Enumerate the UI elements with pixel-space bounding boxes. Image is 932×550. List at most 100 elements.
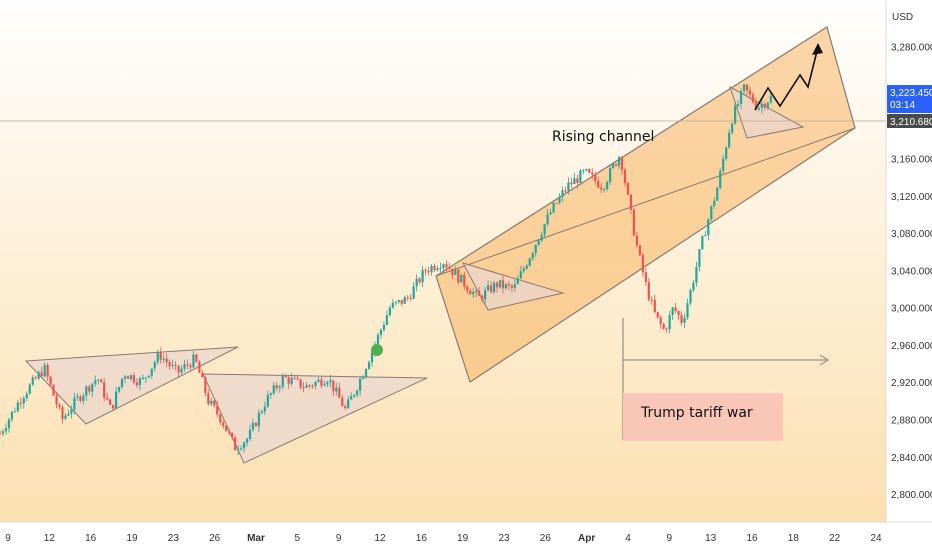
- candle-body: [650, 299, 653, 301]
- candle-body: [361, 376, 365, 379]
- candle-body: [540, 235, 543, 241]
- x-tick-label: 5: [295, 533, 301, 544]
- candle-body: [495, 282, 499, 288]
- candle-body: [79, 396, 82, 401]
- candle-body: [379, 329, 383, 335]
- candle-body: [314, 381, 317, 387]
- candle-body: [579, 170, 582, 183]
- x-tick-label: 18: [788, 533, 800, 544]
- candle-body: [302, 387, 305, 389]
- candle-body: [242, 442, 246, 449]
- candle-body: [251, 422, 255, 430]
- candle-body: [739, 90, 743, 104]
- candle-body: [189, 365, 192, 368]
- candle-body: [382, 324, 386, 330]
- candle-body: [576, 178, 579, 183]
- candle-body: [653, 299, 656, 313]
- x-tick-label: 13: [705, 533, 717, 544]
- y-axis[interactable]: USD 3,280.0003,200.0003,160.0003,120.000…: [885, 0, 932, 550]
- candle-body: [171, 364, 174, 366]
- countdown-label: 03:14: [890, 100, 915, 111]
- candle-body: [141, 378, 144, 380]
- candle-body: [692, 282, 695, 290]
- candle-body: [234, 437, 237, 451]
- candle-body: [769, 96, 772, 103]
- candle-body: [436, 268, 439, 271]
- candle-body: [701, 236, 704, 250]
- candle-body: [713, 200, 716, 206]
- candle-body: [427, 271, 430, 273]
- y-tick-label: 3,280.000: [891, 43, 932, 54]
- candle-body: [439, 267, 442, 269]
- triangle-pattern-2: [202, 373, 428, 464]
- candle-body: [623, 169, 627, 184]
- candle-body: [100, 379, 103, 383]
- candle-body: [507, 283, 511, 286]
- x-tick-label: 26: [209, 533, 221, 544]
- candle-body: [659, 317, 662, 325]
- y-tick-label: 2,880.000: [891, 415, 932, 426]
- projection-arrowhead: [812, 43, 823, 55]
- candle-body: [582, 170, 585, 172]
- candle-body: [341, 397, 344, 407]
- candle-body: [356, 390, 359, 395]
- candle-body: [299, 379, 302, 388]
- candle-body: [573, 178, 576, 185]
- candle-body: [516, 278, 519, 285]
- candle-body: [308, 385, 311, 387]
- candle-body: [326, 382, 329, 385]
- candle-body: [174, 364, 177, 366]
- x-tick-label: 16: [746, 533, 758, 544]
- candle-body: [204, 377, 207, 394]
- candle-body: [725, 147, 728, 159]
- candle-body: [210, 400, 213, 404]
- candle-body: [216, 405, 219, 415]
- candle-body: [364, 369, 368, 377]
- candle-body: [55, 395, 58, 405]
- candle-body: [323, 384, 326, 386]
- candle-body: [195, 354, 198, 362]
- candle-body: [40, 372, 43, 377]
- candle-body: [19, 402, 22, 404]
- candle-body: [153, 362, 156, 369]
- channel-midline: [435, 127, 856, 277]
- candle-body: [451, 268, 454, 275]
- candle-body: [564, 190, 567, 192]
- x-tick-label: 22: [829, 533, 841, 544]
- candle-body: [198, 361, 201, 373]
- candle-body: [88, 386, 91, 392]
- y-tick-label: 2,960.000: [891, 341, 932, 352]
- candle-body: [126, 376, 130, 379]
- candle-body: [445, 264, 448, 268]
- x-tick-label: 12: [374, 533, 386, 544]
- tariff-war-box: [623, 393, 783, 441]
- tariff-arrowhead: [819, 354, 829, 366]
- candle-body: [537, 240, 540, 245]
- x-axis[interactable]: 9 12 16 19 23 26 Mar 5 9 12 16 19 23 26 Apr 4 9 13 16 18 22 2…: [0, 521, 932, 550]
- candle-body: [543, 224, 546, 236]
- candle-body: [94, 380, 97, 384]
- x-tick-label: 9: [5, 533, 11, 544]
- candle-body: [614, 163, 618, 166]
- x-tick-label: 26: [540, 533, 552, 544]
- candle-body: [52, 384, 55, 396]
- candle-body: [403, 297, 406, 304]
- y-tick-label: 2,800.000: [891, 490, 932, 501]
- candle-body: [397, 300, 400, 302]
- candle-body: [609, 167, 612, 183]
- candle-body: [597, 181, 600, 188]
- triangle-pattern-3: [461, 262, 565, 311]
- candle-body: [525, 265, 528, 269]
- candle-body: [305, 385, 308, 388]
- candle-body: [513, 284, 516, 288]
- candle-body: [0, 433, 2, 435]
- candle-body: [266, 394, 269, 407]
- candle-body: [338, 387, 341, 398]
- candle-body: [109, 399, 112, 405]
- candle-body: [162, 358, 165, 360]
- candle-body: [635, 235, 638, 246]
- candle-body: [165, 358, 168, 363]
- candle-body: [376, 334, 380, 345]
- candle-body: [757, 107, 761, 110]
